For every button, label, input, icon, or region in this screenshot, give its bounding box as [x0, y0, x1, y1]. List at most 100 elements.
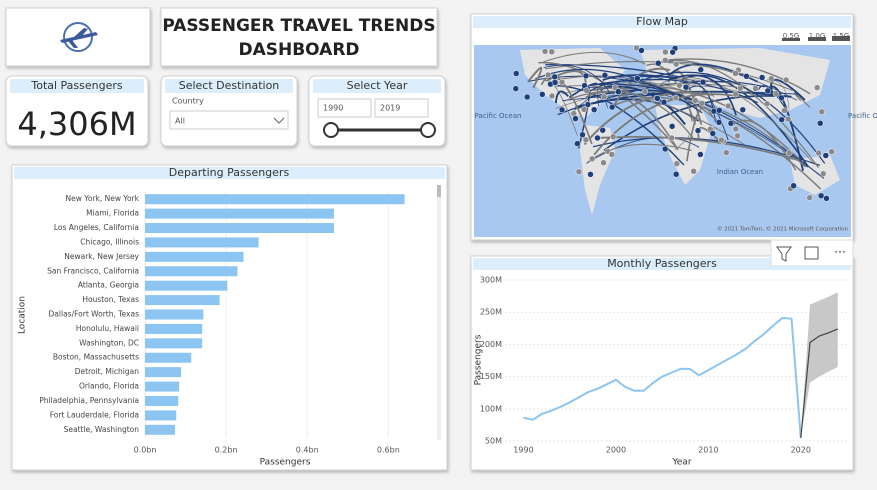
x-tick-label: 0.4bn	[296, 446, 319, 455]
slider-handle[interactable]	[323, 122, 339, 138]
airport-dot	[676, 82, 683, 89]
airport-dot	[734, 132, 741, 140]
bar	[145, 381, 180, 392]
airport-dot	[548, 92, 556, 100]
bar	[145, 338, 203, 349]
y-tick-label: Fort Lauderdale, Florida	[50, 410, 139, 419]
flow-line	[543, 64, 611, 93]
flow-line	[646, 63, 697, 125]
map-label: Indian Ocean	[717, 168, 763, 176]
airport-dot	[590, 106, 598, 113]
y-tick-label: 150M	[480, 372, 502, 381]
airport-dot	[772, 90, 780, 97]
slider-handle[interactable]	[420, 122, 436, 138]
bar	[145, 410, 177, 421]
y-axis-title: Location	[18, 296, 28, 334]
flow-line	[587, 80, 675, 96]
flow-line	[661, 58, 811, 95]
forecast-line	[800, 328, 838, 438]
legend-swatch	[782, 38, 800, 41]
year-from-box[interactable]	[317, 98, 372, 118]
x-tick-label: 1990	[513, 446, 533, 455]
airport-dot	[784, 115, 792, 123]
x-axis-title: Passengers	[260, 458, 311, 468]
flow-line	[527, 67, 543, 89]
year-to-box[interactable]	[374, 98, 429, 118]
airport-dot	[661, 145, 669, 153]
kpi-label: Total Passengers	[30, 79, 123, 92]
airport-dot	[654, 95, 661, 102]
focus-icon[interactable]	[804, 246, 819, 260]
forecast-band	[800, 292, 838, 438]
airport-dot	[806, 194, 813, 201]
kpi-card	[5, 75, 149, 147]
bar	[145, 424, 176, 435]
airport-dot	[692, 97, 699, 104]
airport-dot	[697, 66, 705, 73]
airport-dot	[732, 70, 739, 77]
y-tick-label: 50M	[485, 437, 502, 446]
dropdown-value: All	[175, 117, 185, 126]
airport-dot	[672, 170, 680, 178]
y-tick-label: Chicago, Illinois	[80, 237, 139, 246]
airport-dot	[698, 100, 706, 107]
airport-dot	[709, 130, 717, 137]
airport-dot	[662, 57, 669, 64]
filter-field: Country	[172, 97, 204, 106]
flow-line	[600, 135, 800, 162]
flow-line	[794, 92, 811, 108]
airport-dot	[699, 78, 707, 86]
flow-line	[583, 91, 714, 146]
more-icon[interactable]: ⋯	[834, 245, 846, 259]
bar	[145, 295, 220, 306]
flow-line	[731, 119, 797, 171]
y-tick-label: Boston, Massachusetts	[53, 353, 139, 362]
bar	[145, 223, 334, 234]
y-tick-label: Orlando, Florida	[79, 382, 139, 391]
scroll-thumb[interactable]	[437, 185, 441, 197]
year-from: 1990	[323, 104, 343, 113]
filter-icon[interactable]	[776, 246, 792, 262]
map-label: Pacific Ocean	[475, 112, 522, 120]
logo	[60, 22, 98, 52]
airport-dot	[778, 94, 785, 102]
airport-dot	[828, 148, 835, 155]
airport-dot	[615, 88, 622, 95]
airport-dot	[544, 71, 552, 79]
flow-line	[587, 143, 692, 163]
airport-dot	[778, 116, 785, 123]
airport-dot	[600, 93, 608, 101]
y-tick-label: 250M	[480, 308, 502, 317]
airport-dot	[690, 168, 697, 175]
airport-dot	[724, 102, 732, 110]
chart-title: Monthly Passengers	[607, 257, 717, 270]
airport-dot	[512, 70, 520, 77]
airport-dot	[817, 192, 825, 200]
year-to: 2019	[380, 104, 400, 113]
airport-dot	[752, 85, 759, 92]
x-axis-title: Year	[671, 458, 691, 468]
scrollbar[interactable]	[437, 185, 441, 440]
airport-dot	[718, 136, 725, 144]
visual-toolbar: ⋯	[770, 239, 854, 267]
airport-dot	[600, 159, 607, 166]
flow-line	[668, 74, 737, 116]
dropdown[interactable]	[169, 110, 289, 130]
airport-dot	[822, 152, 830, 159]
y-tick-label: 100M	[480, 404, 502, 413]
map-flows	[512, 44, 835, 202]
airport-dot	[815, 149, 822, 157]
flow-line	[562, 85, 745, 145]
flow-line	[555, 84, 758, 109]
airport-dot	[694, 127, 702, 134]
flow-line	[770, 78, 806, 101]
panel-header	[14, 167, 445, 179]
y-tick-label: San Francisco, California	[47, 266, 139, 275]
airport-dot	[672, 60, 680, 68]
y-tick-label: Philadelphia, Pennsylvania	[39, 396, 139, 405]
airport-dot	[551, 79, 559, 86]
flow-line	[566, 90, 695, 140]
airport-dot	[764, 87, 772, 95]
airport-dot	[819, 170, 827, 177]
